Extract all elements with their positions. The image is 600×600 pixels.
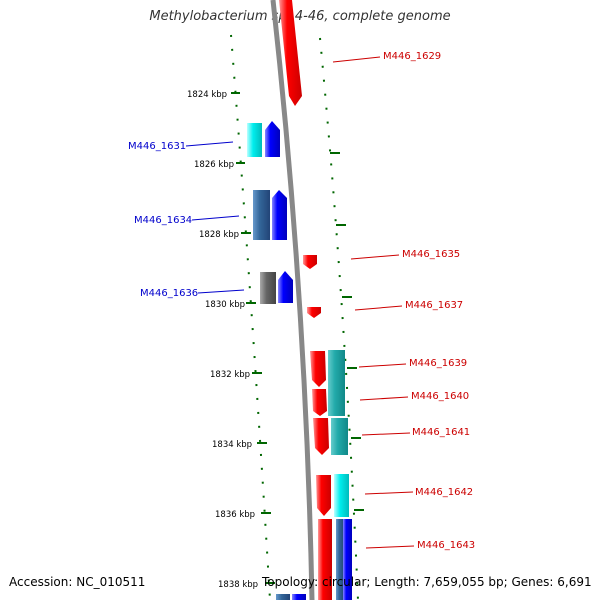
gene-label[interactable]: M446_1637 xyxy=(405,300,463,311)
gene-arrow-reverse xyxy=(313,418,329,455)
gene-label[interactable]: M446_1642 xyxy=(415,487,473,498)
gene-arrow-reverse xyxy=(279,0,302,106)
gene-arrow-reverse xyxy=(307,307,321,318)
gene-label[interactable]: M446_1636 xyxy=(140,288,198,299)
gene-arrow-reverse xyxy=(312,389,327,416)
tick-label: 1824 kbp xyxy=(187,90,227,100)
gene-label[interactable]: M446_1634 xyxy=(134,215,192,226)
gene-arrow-reverse xyxy=(316,475,331,516)
accession-text: Accession: NC_010511 xyxy=(9,575,146,589)
reverse-gene-labels: M446_1629 M446_1635 M446_1637 M446_1639 … xyxy=(383,51,475,551)
reverse-side-colored-features xyxy=(276,350,352,600)
feature-block-blue xyxy=(343,519,352,600)
gene-block-reverse xyxy=(318,519,332,600)
feature-block-cyan xyxy=(334,474,349,517)
scale-tick-labels: 1824 kbp 1826 kbp 1828 kbp 1830 kbp 1832… xyxy=(187,90,258,590)
tick-label: 1838 kbp xyxy=(218,580,258,590)
tick-label: 1828 kbp xyxy=(199,230,239,240)
gene-arrow-forward xyxy=(265,121,280,157)
reverse-strand-features xyxy=(279,0,332,600)
gene-label[interactable]: M446_1631 xyxy=(128,141,186,152)
feature-block-steel xyxy=(276,594,290,600)
genome-backbone xyxy=(270,0,315,600)
tick-label: 1832 kbp xyxy=(210,370,250,380)
feature-block-gray xyxy=(260,272,276,304)
gene-arrow-forward xyxy=(272,190,287,240)
gene-label[interactable]: M446_1641 xyxy=(412,427,470,438)
scale-ticks xyxy=(231,92,364,584)
gene-label[interactable]: M446_1643 xyxy=(417,540,475,551)
tick-label: 1836 kbp xyxy=(215,510,255,520)
feature-block-steel xyxy=(336,519,344,600)
forward-gene-labels: M446_1631 M446_1634 M446_1636 xyxy=(128,141,198,299)
feature-block-teal xyxy=(328,350,345,416)
gene-arrow-reverse xyxy=(310,351,326,387)
feature-block-cyan xyxy=(247,123,262,157)
genome-summary-text: Topology: circular; Length: 7,659,055 bp… xyxy=(262,575,592,589)
feature-block-steel xyxy=(253,190,270,240)
gene-label[interactable]: M446_1629 xyxy=(383,51,441,62)
gene-arrow-reverse xyxy=(303,255,317,269)
feature-block-teal xyxy=(331,418,348,455)
tick-label: 1826 kbp xyxy=(194,160,234,170)
forward-strand-features xyxy=(247,121,293,304)
gene-label[interactable]: M446_1635 xyxy=(402,249,460,260)
map-title: Methylobacterium sp. 4-46, complete geno… xyxy=(149,9,451,24)
tick-label: 1830 kbp xyxy=(205,300,245,310)
gene-label[interactable]: M446_1639 xyxy=(409,358,467,369)
gene-arrow-forward xyxy=(278,271,293,303)
label-leader-lines xyxy=(185,56,415,549)
tick-label: 1834 kbp xyxy=(212,440,252,450)
feature-block-blue xyxy=(292,594,306,600)
gene-label[interactable]: M446_1640 xyxy=(411,391,469,402)
